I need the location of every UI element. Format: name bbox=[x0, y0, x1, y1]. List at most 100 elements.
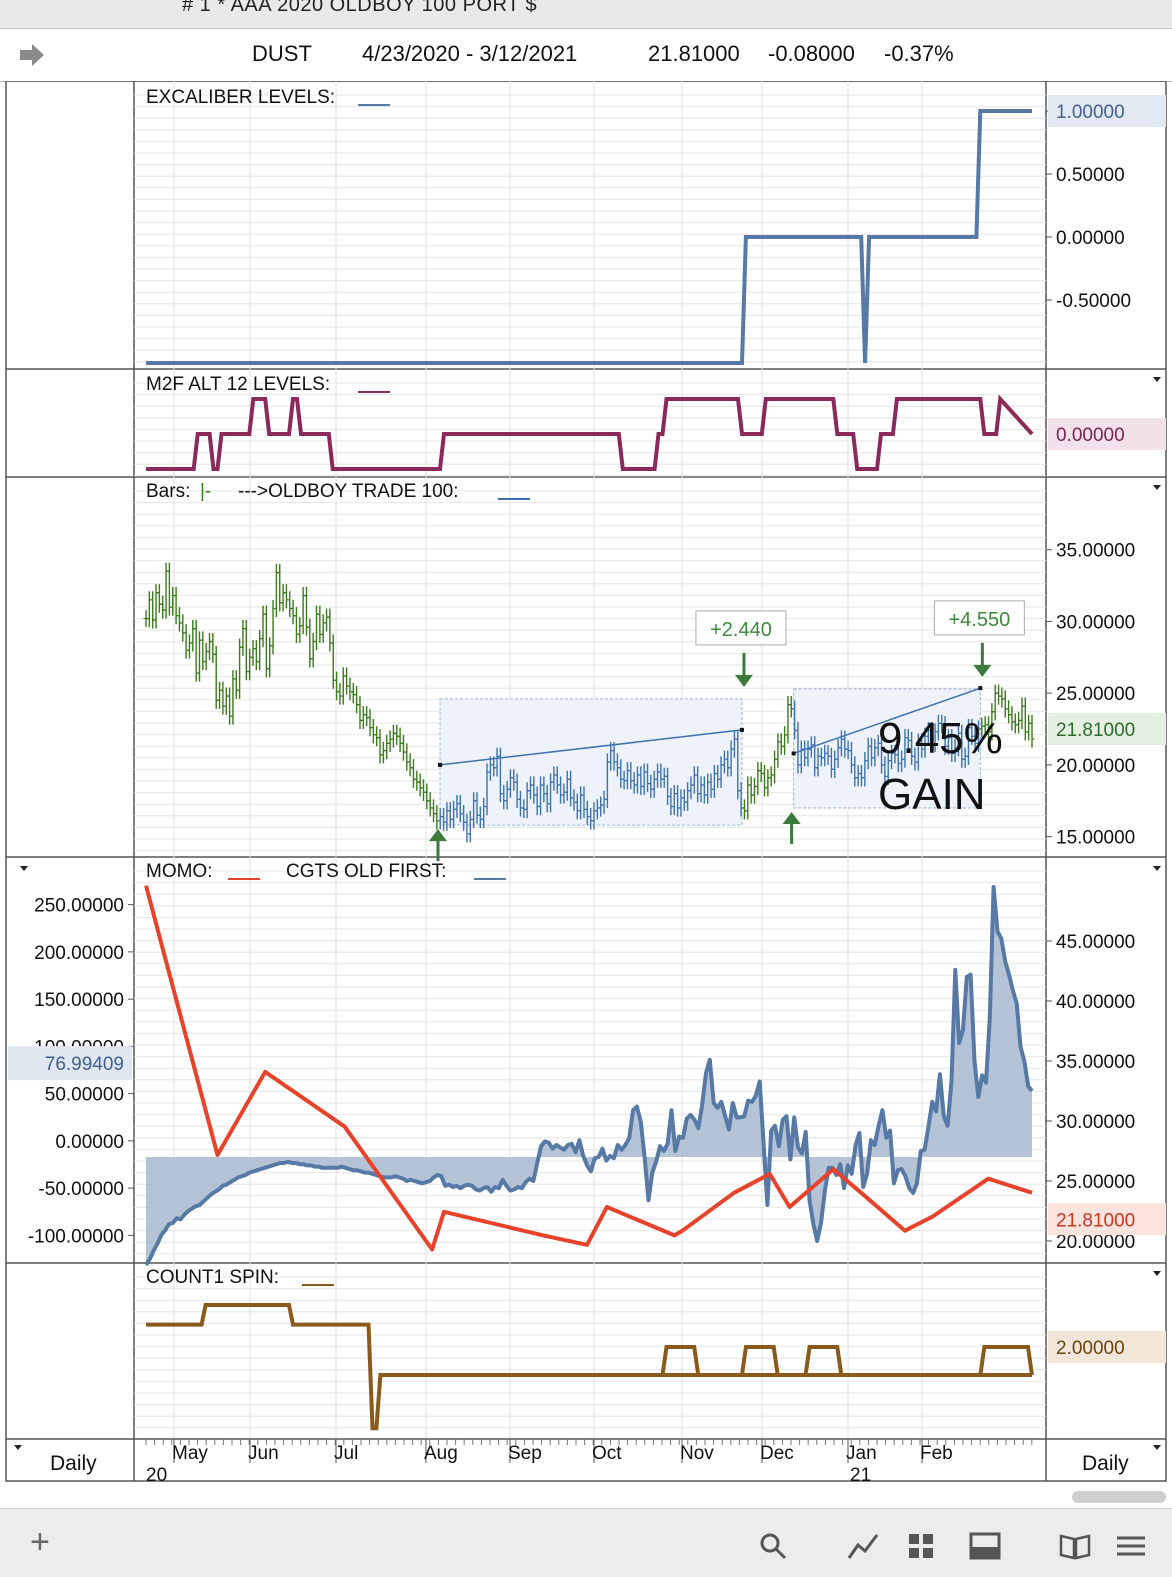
price-tick-label: 35.00000 bbox=[1056, 541, 1135, 562]
trade-exit-marker bbox=[739, 727, 744, 732]
excaliber-line bbox=[146, 109, 1032, 365]
gain-annotation-line2: GAIN bbox=[878, 770, 986, 819]
chart-line-icon[interactable] bbox=[846, 1531, 880, 1561]
sell-arrow-icon bbox=[734, 674, 753, 687]
count1-value-box bbox=[1048, 1331, 1166, 1363]
cgts-tick-label: 35.00000 bbox=[1056, 1052, 1135, 1073]
cgts-title: CGTS OLD FIRST: bbox=[286, 861, 446, 882]
buy-arrow-icon bbox=[429, 829, 448, 842]
x-axis-year-2020: 20 bbox=[146, 1465, 167, 1486]
search-icon[interactable] bbox=[758, 1531, 788, 1561]
momo-tick-label: 200.00000 bbox=[34, 943, 124, 964]
x-axis-month-label: Sep bbox=[508, 1443, 542, 1464]
price-bars-title: Bars: bbox=[146, 481, 190, 502]
price-tick-label: 15.00000 bbox=[1056, 828, 1135, 849]
cgts-current-value: 21.81000 bbox=[1056, 1210, 1135, 1231]
book-icon[interactable] bbox=[1058, 1531, 1092, 1561]
excaliber-value-box bbox=[1048, 95, 1166, 127]
window-title: # 1 * AAA 2020 OLDBOY 100 PORT $ bbox=[182, 0, 538, 16]
count1-title: COUNT1 SPIN: bbox=[146, 1267, 279, 1288]
m2f-line bbox=[146, 394, 1034, 471]
price-change: -0.08000 bbox=[768, 41, 855, 66]
cgts-area bbox=[146, 887, 1032, 1265]
trade-gain-label: +2.440 bbox=[710, 619, 772, 641]
trade-gain-box bbox=[933, 600, 1025, 636]
x-axis-month-label: Aug bbox=[424, 1443, 458, 1464]
bottom-toolbar: + bbox=[0, 1508, 1172, 1577]
price-trade-title: --->OLDBOY TRADE 100: bbox=[238, 481, 459, 502]
x-axis-year-2021: 21 bbox=[850, 1465, 871, 1486]
gain-annotation: 9.45% bbox=[878, 714, 1003, 763]
price-bars-legend: |- bbox=[200, 481, 211, 502]
grid-icon[interactable] bbox=[906, 1531, 936, 1561]
pane-menu-icon bbox=[20, 866, 28, 871]
chart-frame bbox=[5, 81, 1167, 1482]
buy-arrow-icon bbox=[782, 811, 801, 824]
count1-line bbox=[146, 1303, 1032, 1431]
pane-menu-icon bbox=[1153, 377, 1161, 382]
cgts-tick-label: 25.00000 bbox=[1056, 1172, 1135, 1193]
price-change-pct: -0.37% bbox=[884, 41, 954, 66]
cgts-tick-label: 20.00000 bbox=[1056, 1232, 1135, 1253]
excaliber-current-value: 1.00000 bbox=[1056, 102, 1125, 123]
momo-tick-label: -100.00000 bbox=[28, 1226, 124, 1247]
menu-icon[interactable] bbox=[1114, 1531, 1148, 1561]
m2f-current-value: 0.00000 bbox=[1056, 425, 1125, 446]
trade-exit-marker bbox=[978, 686, 983, 691]
count1-pulse bbox=[803, 1345, 844, 1376]
momo-tick-label: 250.00000 bbox=[34, 896, 124, 917]
count1-current-value: 2.00000 bbox=[1056, 1338, 1125, 1359]
x-axis-month-label: Jul bbox=[334, 1443, 358, 1464]
periodicity-left[interactable]: Daily bbox=[50, 1452, 97, 1475]
count1-pulse bbox=[739, 1345, 780, 1376]
trade-entry-marker bbox=[791, 751, 796, 756]
last-price: 21.81000 bbox=[648, 41, 740, 66]
price-tick-label: 30.00000 bbox=[1056, 612, 1135, 633]
count1-pulse bbox=[978, 1345, 1034, 1376]
x-axis-month-label: Feb bbox=[920, 1443, 953, 1464]
price-value-box bbox=[1048, 712, 1166, 745]
m2f-value-box bbox=[1048, 418, 1166, 450]
x-axis-month-label: Jun bbox=[248, 1443, 279, 1464]
pane-menu-icon bbox=[1153, 866, 1161, 871]
horizontal-scrollbar[interactable] bbox=[1072, 1491, 1166, 1503]
price-tick-label: 20.00000 bbox=[1056, 756, 1135, 777]
x-axis-month-label: May bbox=[172, 1443, 208, 1464]
momo-tick-label: 0.00000 bbox=[55, 1132, 124, 1153]
date-range: 4/23/2020 - 3/12/2021 bbox=[362, 41, 578, 66]
momo-current-value: 76.99409 bbox=[45, 1054, 124, 1075]
momo-tick-label: 150.00000 bbox=[34, 990, 124, 1011]
cgts-tick-label: 40.00000 bbox=[1056, 992, 1135, 1013]
excaliber-title: EXCALIBER LEVELS: bbox=[146, 87, 335, 108]
trade-line bbox=[439, 729, 743, 766]
price-current-value: 21.81000 bbox=[1056, 720, 1135, 741]
cgts-tick-label: 30.00000 bbox=[1056, 1112, 1135, 1133]
trade-line bbox=[793, 687, 981, 755]
trade-gain-label: +4.550 bbox=[948, 609, 1010, 631]
cgts-line bbox=[144, 885, 1034, 1267]
trade-gain-box bbox=[695, 610, 787, 646]
chart-area: EXCALIBER LEVELS: 1.00000 0.50000 0.00000 -0… bbox=[5, 81, 1167, 1486]
momo-tick-label: 50.00000 bbox=[45, 1085, 124, 1106]
m2f-title: M2F ALT 12 LEVELS: bbox=[146, 374, 330, 395]
momo-tick-label: -50.00000 bbox=[38, 1179, 124, 1200]
periodicity-right[interactable]: Daily bbox=[1082, 1452, 1129, 1475]
cgts-value-box bbox=[1048, 1203, 1166, 1236]
add-icon[interactable]: + bbox=[30, 1523, 50, 1561]
x-axis-month-label: Dec bbox=[760, 1443, 794, 1464]
panel-icon[interactable] bbox=[968, 1531, 1002, 1561]
x-axis-month-label: Jan bbox=[846, 1443, 877, 1464]
trade-box bbox=[793, 688, 981, 809]
x-axis-month-label: Nov bbox=[680, 1443, 714, 1464]
excaliber-tick-label: 0.50000 bbox=[1056, 165, 1125, 186]
right-arrow-icon[interactable] bbox=[18, 43, 46, 67]
periodicity-menu-icon bbox=[14, 1445, 22, 1450]
sell-arrow-icon bbox=[973, 664, 992, 677]
count1-pulse bbox=[660, 1345, 701, 1376]
pane-menu-icon bbox=[1153, 485, 1161, 490]
momo-title: MOMO: bbox=[146, 861, 213, 882]
momo-value-box bbox=[8, 1046, 132, 1081]
excaliber-tick-label: -0.50000 bbox=[1056, 291, 1131, 312]
periodicity-menu-icon bbox=[1153, 1445, 1161, 1450]
pane-menu-icon bbox=[1153, 1271, 1161, 1276]
